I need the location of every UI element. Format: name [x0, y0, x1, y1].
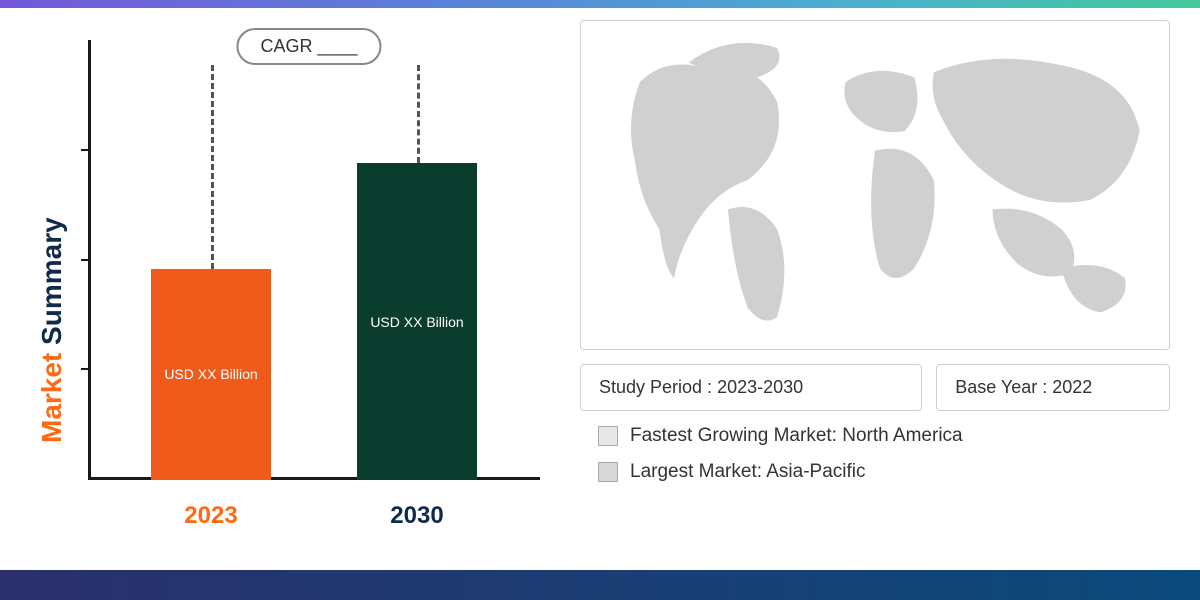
- top-gradient-bar: [0, 0, 1200, 8]
- ylabel-word1: Market: [36, 353, 67, 443]
- chart-panel: Market Summary CAGR ____ USD XX Billion …: [30, 20, 550, 550]
- ylabel-word2: Summary: [36, 217, 67, 352]
- world-map: [580, 20, 1170, 350]
- study-period-box: Study Period : 2023-2030: [580, 364, 922, 411]
- legend-swatch: [598, 462, 618, 482]
- legend-largest: Largest Market: Asia-Pacific: [580, 461, 1170, 483]
- footer-bar: [0, 570, 1200, 600]
- legend-value: Asia-Pacific: [766, 461, 865, 482]
- info-row: Study Period : 2023-2030 Base Year : 202…: [580, 364, 1170, 411]
- cagr-connector-right: [417, 65, 420, 163]
- legend-swatch: [598, 426, 618, 446]
- y-axis-title: Market Summary: [30, 20, 68, 550]
- cagr-callout: CAGR ____: [236, 28, 381, 65]
- x-label-2030: 2030: [357, 502, 477, 530]
- base-year-box: Base Year : 2022: [936, 364, 1170, 411]
- cagr-label: CAGR ____: [260, 36, 357, 56]
- legend-value: North America: [842, 425, 962, 446]
- legend-label: Fastest Growing Market:: [630, 425, 842, 446]
- study-period-label: Study Period :: [599, 377, 717, 397]
- info-panel: Study Period : 2023-2030 Base Year : 202…: [580, 20, 1170, 550]
- world-map-svg: [581, 21, 1169, 349]
- study-period-value: 2023-2030: [717, 377, 803, 397]
- bar-2030: USD XX Billion: [357, 163, 477, 480]
- x-label-2023: 2023: [151, 502, 271, 530]
- bar-2023: USD XX Billion: [151, 269, 271, 480]
- base-year-label: Base Year :: [955, 377, 1052, 397]
- legend-fastest: Fastest Growing Market: North America: [580, 425, 1170, 447]
- bars-group: USD XX Billion USD XX Billion: [88, 40, 540, 480]
- legend-label: Largest Market:: [630, 461, 766, 482]
- chart-area: CAGR ____ USD XX Billion USD XX Billion …: [68, 20, 550, 550]
- bar-value-label: USD XX Billion: [160, 361, 261, 387]
- main-container: Market Summary CAGR ____ USD XX Billion …: [0, 0, 1200, 560]
- base-year-value: 2022: [1052, 377, 1092, 397]
- x-labels: 2023 2030: [88, 502, 540, 530]
- bar-value-label: USD XX Billion: [366, 309, 467, 335]
- cagr-connector-left: [211, 65, 214, 269]
